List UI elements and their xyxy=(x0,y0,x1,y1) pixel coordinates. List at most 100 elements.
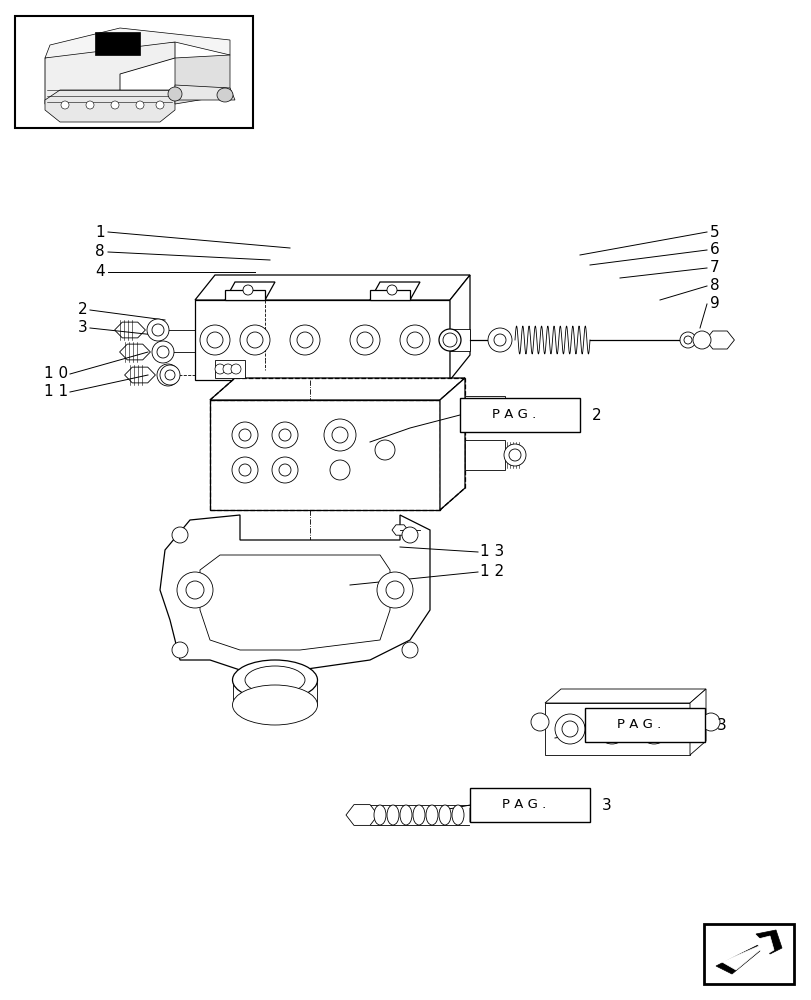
Ellipse shape xyxy=(400,805,411,825)
Circle shape xyxy=(152,324,164,336)
Ellipse shape xyxy=(508,449,521,461)
Ellipse shape xyxy=(217,88,233,102)
Circle shape xyxy=(375,440,394,460)
Polygon shape xyxy=(195,300,449,380)
Circle shape xyxy=(172,527,188,543)
Circle shape xyxy=(406,332,423,348)
Circle shape xyxy=(230,364,241,374)
Polygon shape xyxy=(449,275,470,380)
Text: 1: 1 xyxy=(95,225,105,240)
Circle shape xyxy=(692,331,710,349)
Circle shape xyxy=(290,325,320,355)
Circle shape xyxy=(156,101,164,109)
Ellipse shape xyxy=(232,685,317,725)
Text: 5: 5 xyxy=(709,225,719,240)
Circle shape xyxy=(683,336,691,344)
Circle shape xyxy=(401,527,418,543)
Circle shape xyxy=(646,721,661,737)
Polygon shape xyxy=(705,331,733,349)
Polygon shape xyxy=(544,689,705,703)
Polygon shape xyxy=(225,282,275,300)
Polygon shape xyxy=(470,808,484,822)
Circle shape xyxy=(223,364,233,374)
Ellipse shape xyxy=(413,805,424,825)
Polygon shape xyxy=(45,42,175,104)
Text: 1 1: 1 1 xyxy=(44,384,68,399)
Ellipse shape xyxy=(245,666,305,694)
Circle shape xyxy=(272,457,298,483)
Circle shape xyxy=(238,464,251,476)
Circle shape xyxy=(350,325,380,355)
Bar xyxy=(470,788,590,822)
Circle shape xyxy=(135,101,144,109)
Circle shape xyxy=(400,325,430,355)
Bar xyxy=(225,290,264,300)
Text: 6: 6 xyxy=(709,242,719,257)
Circle shape xyxy=(215,364,225,374)
Text: 1 3: 1 3 xyxy=(479,544,504,560)
Circle shape xyxy=(596,714,626,744)
Polygon shape xyxy=(345,805,378,825)
Circle shape xyxy=(603,721,620,737)
Text: 3: 3 xyxy=(601,797,611,812)
Text: 3: 3 xyxy=(78,320,88,336)
Polygon shape xyxy=(95,32,139,55)
Bar xyxy=(465,396,504,426)
Ellipse shape xyxy=(530,713,548,731)
Text: 7: 7 xyxy=(709,260,719,275)
Polygon shape xyxy=(114,322,145,338)
Polygon shape xyxy=(544,703,689,755)
Polygon shape xyxy=(440,378,465,510)
Circle shape xyxy=(207,332,223,348)
Circle shape xyxy=(401,642,418,658)
Polygon shape xyxy=(200,555,389,650)
Circle shape xyxy=(554,714,584,744)
Circle shape xyxy=(186,581,204,599)
Ellipse shape xyxy=(452,805,463,825)
Circle shape xyxy=(387,285,397,295)
Ellipse shape xyxy=(504,400,526,422)
Circle shape xyxy=(272,422,298,448)
Circle shape xyxy=(61,101,69,109)
Polygon shape xyxy=(689,689,705,755)
Circle shape xyxy=(679,332,695,348)
Text: 3: 3 xyxy=(716,717,726,732)
Text: P A G .: P A G . xyxy=(491,408,535,422)
Circle shape xyxy=(324,419,355,451)
Circle shape xyxy=(232,457,258,483)
Bar xyxy=(370,290,410,300)
Bar xyxy=(584,708,704,742)
Ellipse shape xyxy=(387,805,398,825)
Circle shape xyxy=(487,328,512,352)
Polygon shape xyxy=(370,282,419,300)
Ellipse shape xyxy=(443,333,457,347)
Ellipse shape xyxy=(426,805,437,825)
Circle shape xyxy=(279,464,290,476)
Polygon shape xyxy=(45,90,175,122)
Circle shape xyxy=(242,285,253,295)
Circle shape xyxy=(329,460,350,480)
Circle shape xyxy=(147,319,169,341)
Text: 8: 8 xyxy=(95,244,105,259)
Polygon shape xyxy=(721,936,773,970)
Polygon shape xyxy=(449,329,470,351)
Circle shape xyxy=(111,101,119,109)
Circle shape xyxy=(247,332,263,348)
Polygon shape xyxy=(45,28,230,58)
Polygon shape xyxy=(210,400,440,510)
Ellipse shape xyxy=(232,660,317,700)
Ellipse shape xyxy=(504,444,526,466)
Circle shape xyxy=(160,365,180,385)
Circle shape xyxy=(177,572,212,608)
Circle shape xyxy=(157,346,169,358)
Text: 9: 9 xyxy=(709,296,719,312)
Text: P A G .: P A G . xyxy=(501,798,546,811)
Circle shape xyxy=(332,427,348,443)
Text: 4: 4 xyxy=(95,264,105,279)
Bar xyxy=(703,924,793,984)
Text: 8: 8 xyxy=(709,278,719,294)
Circle shape xyxy=(232,422,258,448)
Text: P A G .: P A G . xyxy=(616,718,660,731)
Polygon shape xyxy=(124,367,155,383)
Ellipse shape xyxy=(508,405,521,417)
